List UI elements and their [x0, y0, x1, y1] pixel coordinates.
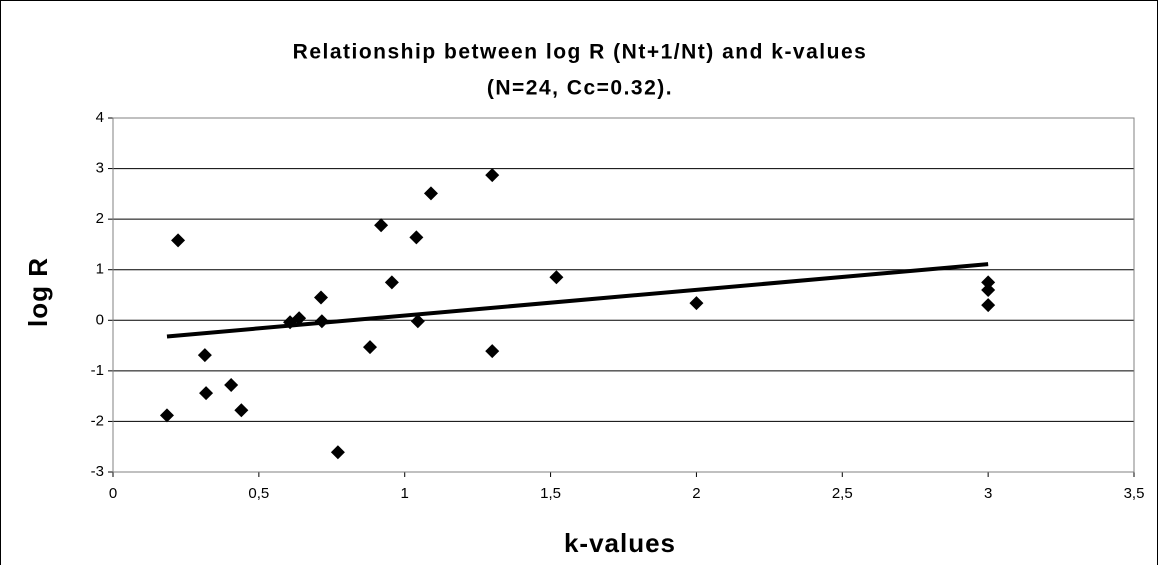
x-tick-label: 1,5 [540, 485, 561, 502]
y-tick-label: 1 [96, 261, 104, 278]
point [159, 408, 174, 423]
point [549, 270, 564, 285]
chart-title: Relationship between log R (Nt+1/Nt) and… [293, 41, 868, 64]
y-tick-label: -2 [91, 412, 104, 429]
x-tick-label: 0 [109, 485, 117, 502]
point [410, 314, 425, 329]
point [234, 403, 249, 418]
point [171, 233, 186, 248]
point [384, 275, 399, 290]
y-tick-label: 3 [96, 160, 104, 177]
plot-area [112, 117, 1135, 473]
point [292, 311, 307, 326]
y-tick-label: 2 [96, 210, 104, 227]
y-tick-label: -1 [91, 362, 104, 379]
point [689, 296, 704, 311]
point [330, 445, 345, 460]
point [485, 344, 500, 359]
trendline [166, 262, 989, 339]
y-tick-label: 4 [96, 109, 104, 126]
y-tick-label: 0 [96, 311, 104, 328]
x-tick-label: 3 [984, 485, 992, 502]
point [981, 298, 996, 313]
point [981, 282, 996, 297]
point [313, 290, 328, 305]
point [224, 378, 239, 393]
point [409, 230, 424, 245]
chart-title: (N=24, Cc=0.32). [487, 77, 673, 100]
x-tick-label: 2,5 [832, 485, 853, 502]
point [485, 168, 500, 183]
point [363, 340, 378, 355]
x-tick-label: 0,5 [248, 485, 269, 502]
point [199, 386, 214, 401]
point [423, 186, 438, 201]
x-axis-label: k-values [564, 528, 676, 558]
x-tick-label: 2 [692, 485, 700, 502]
point [374, 218, 389, 233]
y-tick-label: -3 [91, 463, 104, 480]
x-tick-label: 3,5 [1124, 485, 1145, 502]
point [981, 275, 996, 290]
point [197, 348, 212, 363]
y-axis-label: log R [23, 257, 53, 327]
x-tick-label: 1 [401, 485, 409, 502]
